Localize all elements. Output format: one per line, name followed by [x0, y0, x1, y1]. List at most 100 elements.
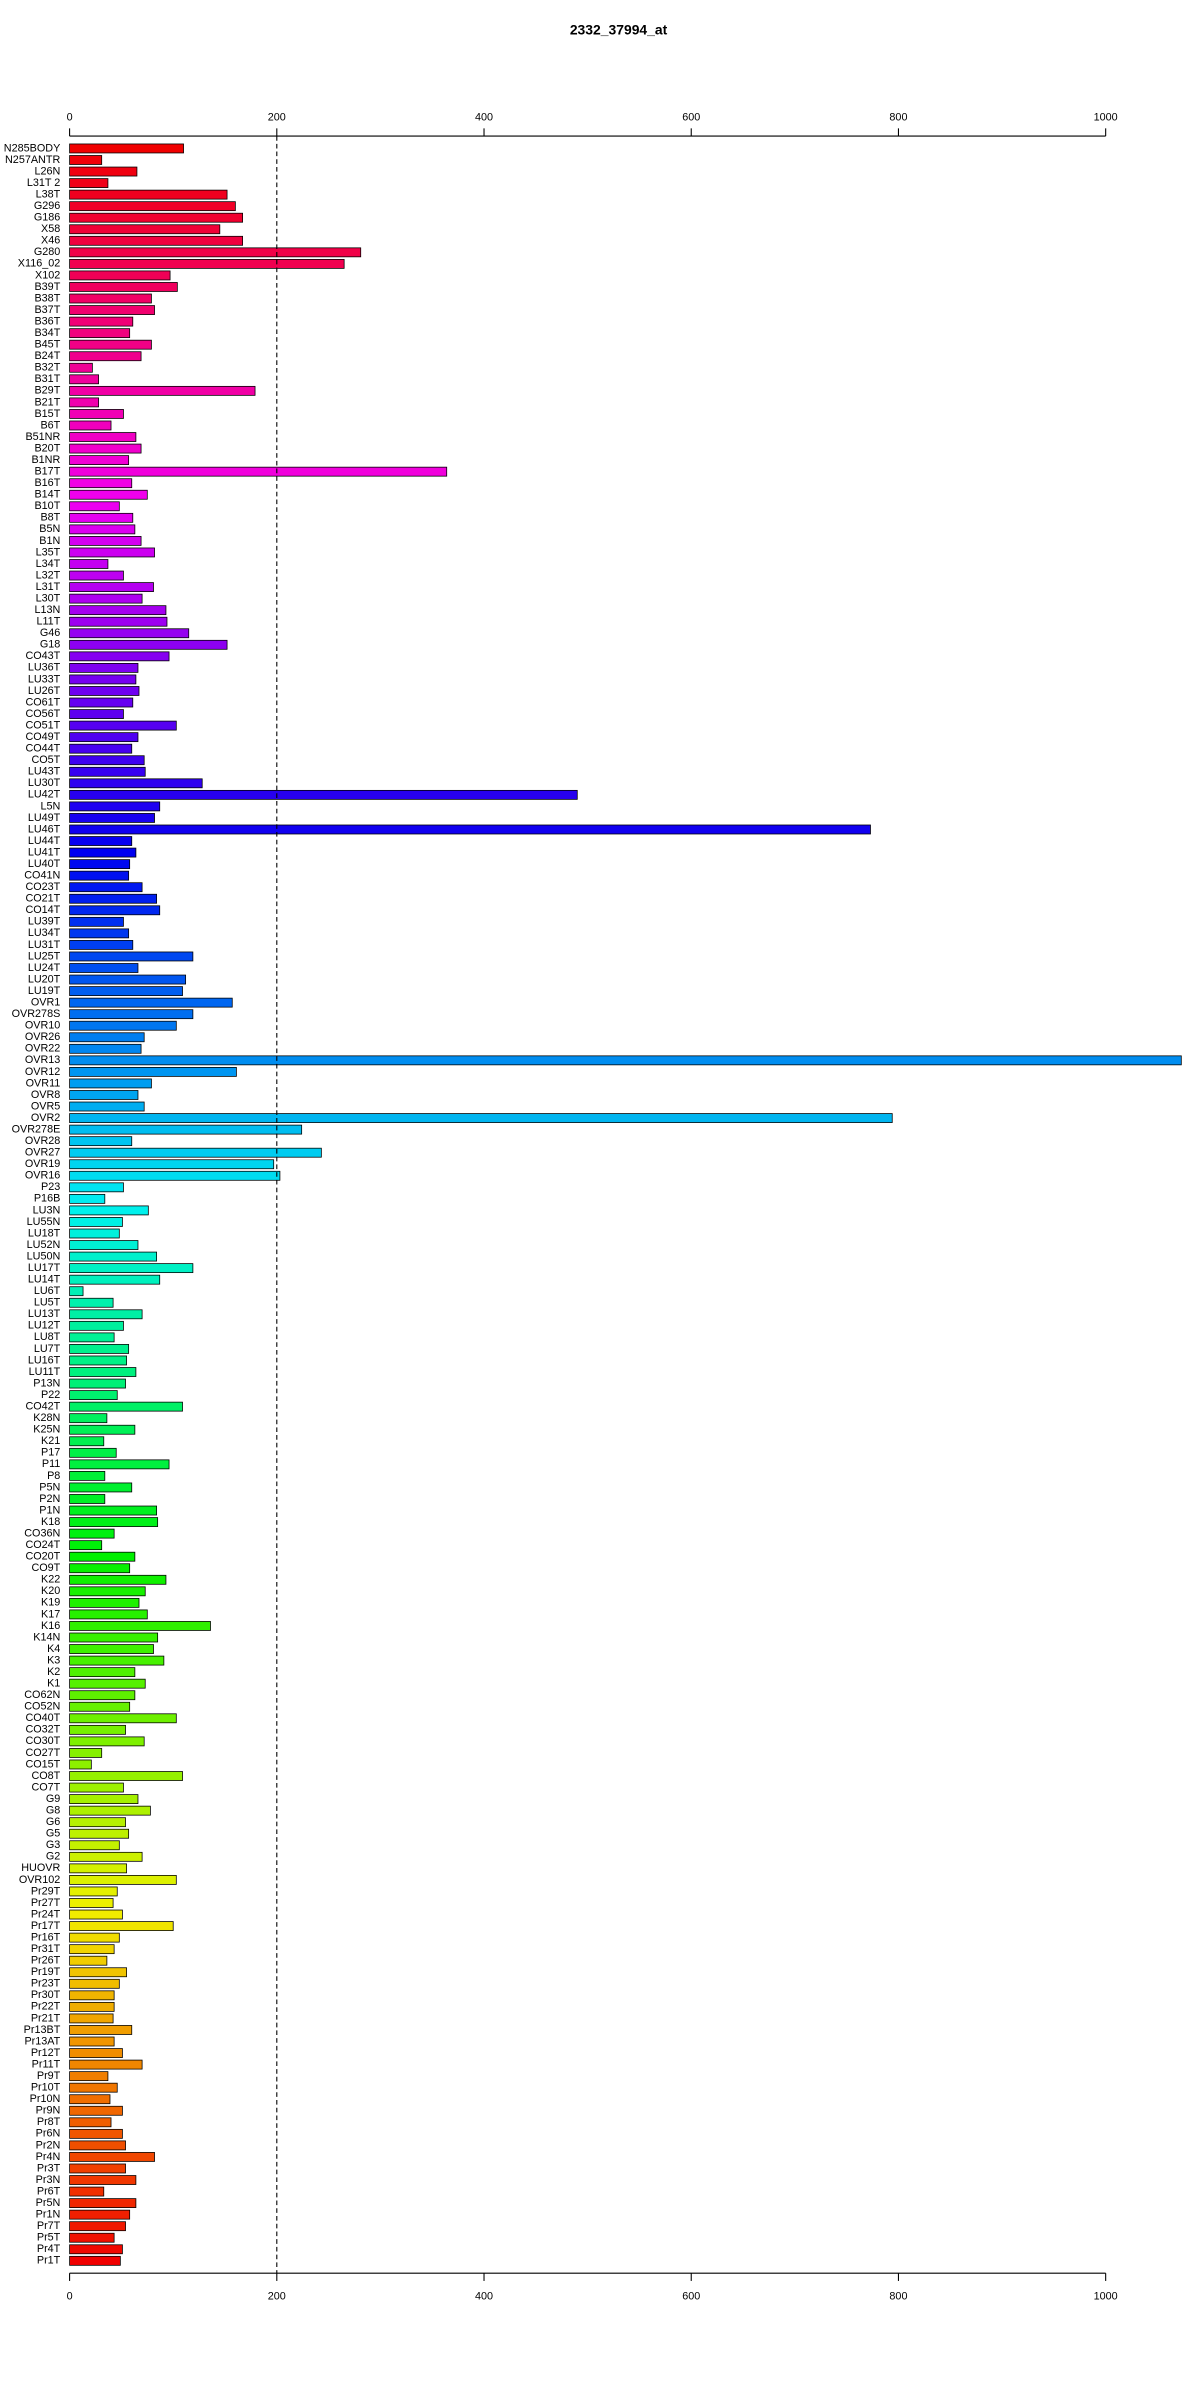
y-tick-label: P8: [47, 1470, 60, 1482]
y-tick-label: X116_02: [18, 258, 61, 270]
y-tick-label: K2: [47, 1666, 60, 1678]
bar: [69, 1909, 123, 1920]
y-tick-label: LU16T: [28, 1354, 61, 1366]
y-tick-label: B1N: [39, 535, 60, 547]
bar: [69, 305, 155, 315]
bar: [69, 1817, 126, 1828]
y-tick-label: K3: [47, 1654, 60, 1666]
bar: [69, 501, 120, 512]
y-tick-label: L34T: [36, 558, 61, 570]
y-tick-label: LU12T: [28, 1320, 61, 1332]
bar: [69, 1597, 140, 1608]
bar: [69, 247, 362, 258]
bar: [69, 1009, 194, 1020]
bar: [69, 143, 184, 154]
bar: [69, 1055, 1182, 1066]
bar: [69, 559, 109, 569]
y-tick-label: CO15T: [25, 1758, 60, 1770]
bar: [69, 2255, 121, 2266]
bar: [69, 1690, 136, 1701]
y-tick-label: Pr29T: [31, 1885, 61, 1897]
y-tick-label: B31T: [34, 373, 60, 385]
y-tick-label: X58: [41, 223, 60, 235]
bar: [69, 1355, 127, 1366]
bar: [69, 789, 578, 800]
bar: [69, 1286, 84, 1297]
bar: [69, 1390, 118, 1400]
bar: [69, 1505, 158, 1516]
y-tick-label: L11T: [36, 616, 60, 628]
y-tick-label: L31T 2: [27, 177, 60, 189]
y-tick-label: L5N: [40, 800, 60, 812]
y-tick-label: G46: [40, 627, 60, 639]
y-tick-label: Pr30T: [31, 1989, 61, 2001]
y-tick-label: G186: [34, 212, 60, 224]
y-tick-label: OVR10: [25, 1020, 60, 1032]
bar: [69, 1759, 92, 1770]
bar: [69, 824, 871, 835]
y-tick-label: G296: [34, 200, 60, 212]
y-tick-label: G2: [46, 1851, 60, 1863]
bar: [69, 697, 134, 708]
bar: [69, 928, 130, 939]
bar: [69, 2082, 118, 2093]
bar: [69, 1459, 170, 1470]
y-tick-label: B37T: [34, 304, 60, 316]
bar: [69, 1170, 281, 1181]
bar: [69, 362, 93, 373]
y-tick-label: LU43T: [28, 766, 61, 778]
chart-title: 2332_37994_at: [570, 22, 668, 38]
y-tick-label: LU50N: [27, 1250, 61, 1262]
y-tick-label: B14T: [34, 489, 60, 501]
bar: [69, 2059, 143, 2070]
bar: [69, 1078, 152, 1089]
bar: [69, 743, 133, 754]
y-tick-label: B45T: [34, 339, 60, 351]
bar: [69, 524, 136, 535]
bar: [69, 1551, 136, 1562]
y-tick-label: OVR12: [25, 1066, 60, 1078]
y-tick-label: LU31T: [28, 939, 61, 951]
y-tick-label: CO30T: [25, 1735, 60, 1747]
bar: [69, 397, 99, 408]
y-tick-label: Pr19T: [31, 1966, 61, 1978]
bar: [69, 1332, 115, 1343]
y-tick-label: Pr23T: [31, 1978, 61, 1990]
bar: [69, 2163, 126, 2174]
bar: [69, 1586, 146, 1597]
bar: [69, 974, 187, 985]
bar: [69, 536, 142, 546]
y-tick-label: G18: [40, 639, 60, 651]
bar: [69, 1320, 124, 1331]
bar: [69, 235, 243, 246]
y-tick-label: N257ANTR: [5, 154, 60, 166]
y-tick-label: G8: [46, 1805, 60, 1817]
y-tick-label: CO61T: [25, 696, 60, 708]
bar: [69, 1748, 103, 1758]
bar: [69, 1932, 120, 1943]
x-tick-label: 0: [67, 111, 73, 123]
bar: [69, 1401, 183, 1412]
y-tick-label: Pr6T: [37, 2185, 61, 2197]
bar: [69, 328, 131, 339]
y-tick-label: K1: [47, 1678, 60, 1690]
y-tick-label: CO32T: [25, 1724, 60, 1736]
y-tick-label: G9: [46, 1793, 60, 1805]
bar: [69, 1240, 139, 1250]
bar: [69, 893, 158, 904]
y-tick-label: Pr5N: [36, 2197, 61, 2209]
y-tick-label: LU26T: [28, 685, 61, 697]
y-tick-label: LU36T: [28, 662, 61, 674]
y-tick-label: P11: [42, 1458, 60, 1470]
bar: [69, 1955, 108, 1966]
bar: [69, 212, 243, 223]
y-tick-label: CO23T: [25, 881, 60, 893]
bar: [69, 1782, 124, 1793]
bar: [69, 547, 155, 558]
y-tick-label: P5N: [39, 1481, 60, 1493]
y-tick-label: P22: [41, 1389, 60, 1401]
bar: [69, 316, 134, 327]
bar: [69, 1886, 118, 1897]
bar: [69, 1067, 237, 1077]
y-tick-label: B39T: [34, 281, 60, 293]
